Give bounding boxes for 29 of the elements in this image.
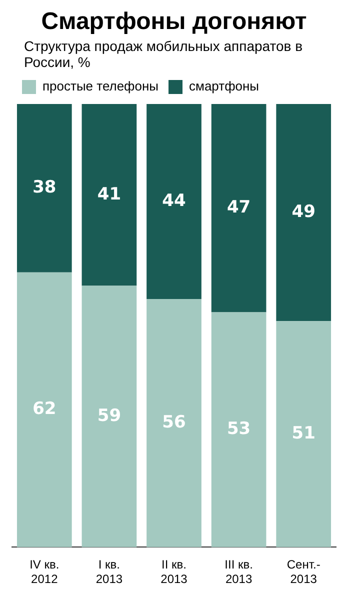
x-tick-label: I кв. 2013: [96, 558, 123, 586]
bar: [146, 299, 202, 548]
bar: [146, 104, 202, 300]
data-label: 44: [162, 190, 186, 211]
x-tick-label: II кв. 2013: [160, 558, 188, 586]
bar: [211, 104, 266, 312]
data-label: 38: [32, 178, 56, 198]
data-label: 49: [292, 202, 316, 222]
x-tick-label: Сент.- 2013: [286, 558, 320, 586]
data-label: 59: [97, 406, 122, 426]
legend-label: простые телефоны: [42, 78, 159, 94]
x-tick-label: IV кв. 2012: [30, 558, 60, 586]
bar: [82, 286, 137, 548]
data-label: 62: [32, 399, 56, 420]
bar: [276, 321, 332, 548]
data-label: 53: [226, 419, 251, 440]
data-label: 51: [292, 424, 316, 444]
bar: [276, 104, 332, 322]
legend-label: смартфоны: [189, 78, 260, 94]
chart-subtitle: Структура продаж мобильных аппаратов в России, %: [23, 38, 304, 70]
x-tick-label: III кв. 2013: [224, 558, 253, 586]
bar: [211, 312, 266, 548]
bar: [16, 104, 72, 272]
data-label: 41: [97, 184, 122, 204]
data-label: 47: [226, 198, 251, 218]
chart-title: Смартфоны догоняют: [40, 8, 308, 36]
bar: [16, 272, 72, 548]
bar: [82, 104, 137, 286]
data-label: 56: [162, 412, 186, 433]
